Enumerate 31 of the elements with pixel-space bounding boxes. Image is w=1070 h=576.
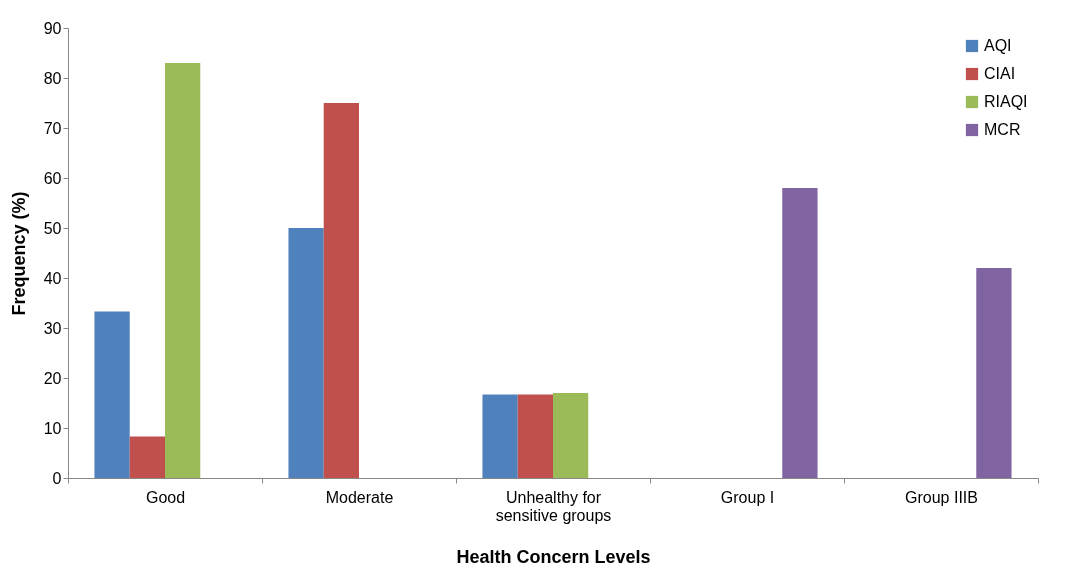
x-tick-label: Unhealthy for sensitive groups xyxy=(495,488,612,524)
y-tick-label: 60 xyxy=(43,169,62,187)
legend-label: AQI xyxy=(984,37,1012,54)
bar xyxy=(482,394,518,478)
bar xyxy=(94,311,130,478)
bar xyxy=(517,394,553,478)
bar xyxy=(782,188,818,478)
y-tick-label: 70 xyxy=(43,119,62,137)
y-tick-label: 50 xyxy=(43,219,62,237)
bar xyxy=(976,268,1012,478)
bar xyxy=(323,103,359,478)
x-tick-label: Group I xyxy=(720,488,775,506)
x-tick-label: Moderate xyxy=(325,488,394,506)
y-tick-label: 80 xyxy=(43,69,62,87)
x-tick-label: Group IIIB xyxy=(905,488,978,506)
y-tick-label: 90 xyxy=(43,19,62,37)
y-tick-label: 20 xyxy=(43,369,62,387)
y-axis-title: Frequency (%) xyxy=(8,191,29,316)
bar xyxy=(129,436,165,478)
legend-label: RIAQI xyxy=(984,93,1028,110)
bar xyxy=(165,63,201,478)
y-tick-label: 10 xyxy=(43,419,62,437)
bar xyxy=(553,393,589,478)
legend-label: MCR xyxy=(984,121,1021,138)
bar xyxy=(288,228,324,478)
legend-label: CIAI xyxy=(984,65,1016,82)
x-axis-title: Health Concern Levels xyxy=(456,546,651,567)
y-tick-label: 0 xyxy=(52,469,62,487)
y-tick-label: 30 xyxy=(43,319,62,337)
x-tick-label: Good xyxy=(145,488,186,506)
y-tick-label: 40 xyxy=(43,269,62,287)
